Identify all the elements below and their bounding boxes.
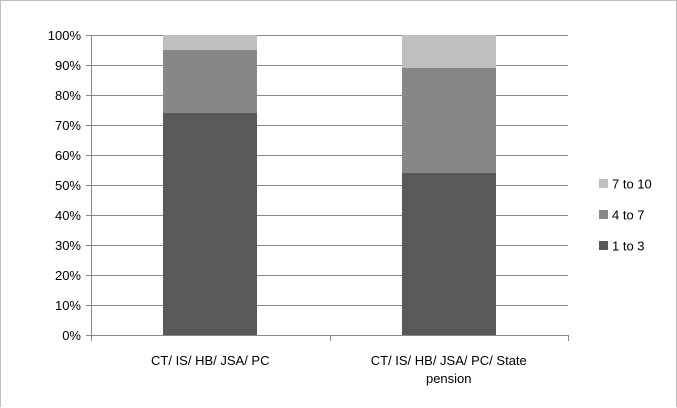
legend-label: 4 to 7 [612,208,645,223]
legend-swatch [599,179,608,188]
y-tick-label: 80% [55,88,81,103]
bars [163,35,496,335]
bar-segment-7-to-10 [402,35,496,68]
gridlines [91,35,568,306]
x-category-label: CT/ IS/ HB/ JSA/ PC/ State [371,353,527,368]
legend-label: 1 to 3 [612,239,645,254]
y-tick-label: 30% [55,238,81,253]
y-tick-label: 90% [55,58,81,73]
x-category-label: CT/ IS/ HB/ JSA/ PC [151,353,269,368]
y-tick-label: 60% [55,148,81,163]
legend-swatch [599,241,608,250]
bar-segment-4-to-7 [402,68,496,173]
y-tick-label: 0% [62,328,81,343]
legend-swatch [599,210,608,219]
bar-segment-1-to-3 [402,173,496,335]
bar-segment-1-to-3 [163,113,257,335]
y-tick-label: 40% [55,208,81,223]
y-tick-label: 100% [48,28,82,43]
legend: 7 to 10 4 to 7 1 to 3 [599,177,652,254]
x-category-label: pension [426,371,472,386]
bar-segment-7-to-10 [163,35,257,50]
y-tick-label: 70% [55,118,81,133]
legend-label: 7 to 10 [612,177,652,192]
axes [86,35,569,341]
y-tick-label: 10% [55,298,81,313]
y-tick-label: 20% [55,268,81,283]
axis-labels: 0% 10% 20% 30% 40% 50% 60% 70% 80% 90% 100% CT/ IS/… [48,28,527,386]
bar-segment-4-to-7 [163,50,257,113]
y-tick-label: 50% [55,178,81,193]
